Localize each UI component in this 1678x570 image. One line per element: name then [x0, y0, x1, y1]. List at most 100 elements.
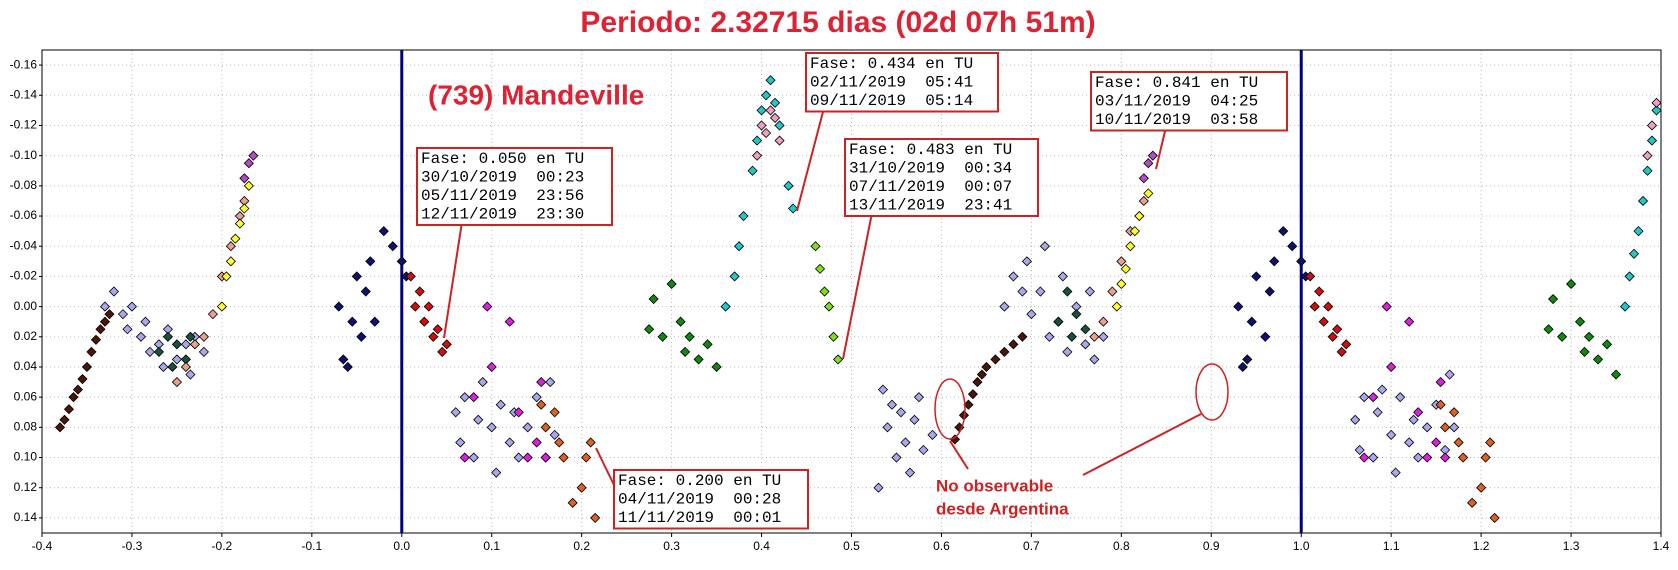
x-tick-label: 0.8 [1113, 539, 1130, 553]
annotation-text: 31/10/2019 00:34 [849, 160, 1012, 178]
data-point [95, 324, 106, 335]
data-point [1386, 429, 1397, 440]
data-point [351, 271, 362, 282]
data-point [122, 324, 133, 335]
data-point [491, 467, 502, 478]
data-point [1368, 452, 1379, 463]
data-point [414, 286, 425, 297]
data-point [396, 256, 407, 267]
data-point [769, 97, 781, 108]
annotation-text: Fase: 0.483 en TU [849, 141, 1012, 159]
data-point [751, 150, 763, 161]
data-point [63, 404, 75, 415]
data-point [77, 373, 88, 385]
data-point [135, 331, 147, 342]
y-tick-label: 0.02 [14, 329, 38, 343]
data-point [72, 384, 84, 395]
data-point [1565, 278, 1577, 290]
data-point [342, 361, 353, 373]
data-point [949, 434, 961, 445]
x-tick-label: -0.4 [32, 539, 53, 553]
x-tick-label: 1.3 [1563, 539, 1580, 553]
data-point [981, 361, 992, 373]
data-point [54, 422, 66, 433]
data-point [765, 105, 776, 116]
data-point [999, 346, 1010, 357]
data-point [1057, 271, 1068, 282]
data-point [693, 354, 704, 365]
x-tick-label: 0.6 [933, 539, 950, 553]
data-point [167, 361, 178, 373]
data-point [1628, 248, 1640, 259]
data-point [1440, 452, 1451, 463]
data-point [913, 392, 925, 403]
data-point [666, 278, 677, 290]
data-point [734, 241, 745, 252]
data-point [216, 301, 227, 312]
data-point [423, 301, 434, 312]
data-point [590, 512, 601, 523]
data-point [185, 369, 196, 380]
data-point [360, 286, 371, 297]
leader-line [595, 447, 615, 486]
data-point [1624, 271, 1635, 282]
data-point [140, 316, 151, 327]
annotation-text: 04/11/2019 00:28 [618, 491, 781, 509]
data-point [1116, 278, 1127, 290]
annotation-text: 11/11/2019 00:01 [618, 509, 781, 527]
data-point [248, 150, 259, 161]
data-point [522, 422, 533, 433]
data-point [468, 452, 479, 463]
data-point [1431, 437, 1442, 448]
data-point [999, 301, 1010, 312]
data-point [1610, 369, 1622, 380]
annotation-text: 12/11/2019 23:30 [421, 206, 584, 224]
x-tick-label: 1.4 [1653, 539, 1670, 553]
x-tick-label: 0.7 [1023, 539, 1040, 553]
data-point [450, 407, 461, 418]
data-point [711, 361, 722, 373]
data-point [1350, 414, 1361, 425]
data-point [1071, 309, 1082, 320]
data-point [1233, 301, 1244, 312]
data-point [1323, 301, 1334, 312]
data-point [644, 324, 655, 335]
x-tick-label: -0.3 [122, 539, 143, 553]
data-point [1444, 369, 1455, 380]
leader-line [443, 221, 463, 339]
data-point [387, 241, 398, 252]
data-point [1296, 256, 1307, 267]
data-point [459, 392, 470, 403]
data-point [225, 256, 236, 267]
data-point [783, 180, 794, 191]
annotation-box [805, 52, 999, 113]
data-point [1435, 399, 1446, 410]
data-point [1098, 331, 1109, 342]
data-point [99, 301, 111, 312]
y-tick-label: -0.14 [10, 87, 38, 101]
data-point [891, 452, 902, 463]
data-point [1453, 437, 1464, 448]
data-point [1413, 407, 1424, 418]
annotation-text: 30/10/2019 00:23 [421, 169, 584, 187]
data-point [1089, 331, 1100, 342]
data-point [1309, 301, 1320, 312]
data-point [1646, 120, 1658, 131]
x-tick-label: -0.1 [301, 539, 322, 553]
data-point [198, 331, 209, 342]
data-point [1642, 165, 1653, 176]
annotation-text: 13/11/2019 23:41 [849, 197, 1012, 215]
data-point [410, 301, 421, 312]
data-point [1377, 384, 1388, 395]
data-point [504, 316, 515, 327]
x-tick-label: 0.0 [393, 539, 410, 553]
data-point [873, 482, 884, 493]
y-tick-label: 0.14 [14, 510, 38, 524]
data-point [495, 399, 506, 410]
data-point [468, 392, 479, 403]
annotation-box [844, 138, 1039, 217]
data-point [729, 271, 740, 282]
data-point [1637, 195, 1649, 207]
data-point [540, 422, 551, 433]
data-point [486, 361, 497, 373]
